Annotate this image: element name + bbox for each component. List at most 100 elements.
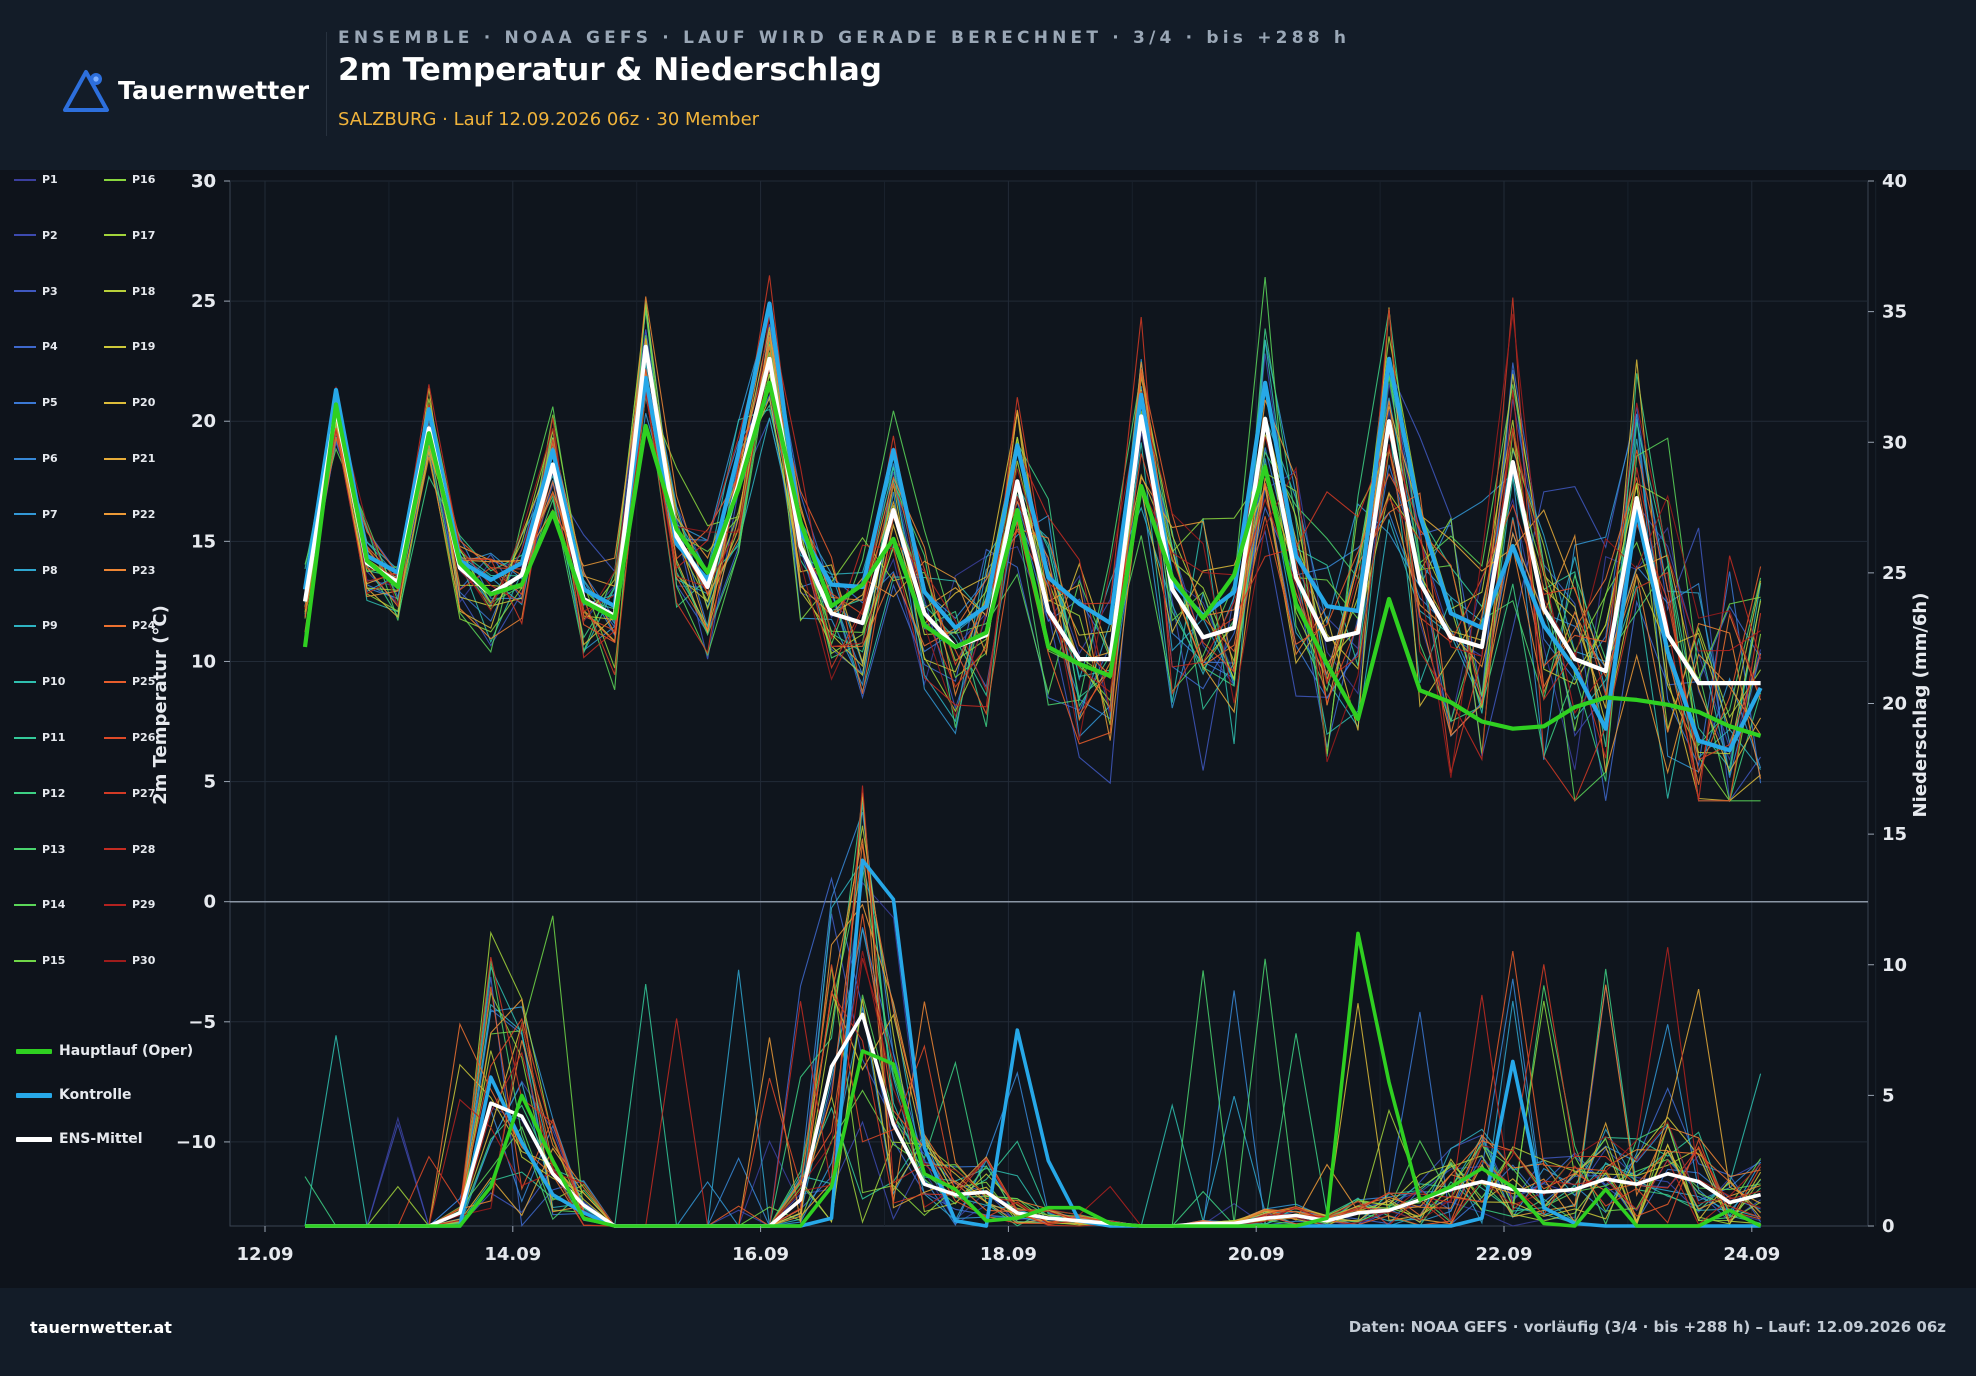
legend-swatch bbox=[14, 569, 36, 572]
y-tick-label: 20 bbox=[191, 411, 216, 432]
header-divider bbox=[326, 32, 327, 136]
legend-item-p19: P19 bbox=[104, 340, 155, 353]
legend-item-p18: P18 bbox=[104, 285, 155, 298]
member-precip-line bbox=[305, 956, 1761, 1227]
legend-swatch bbox=[104, 290, 126, 293]
legend-swatch bbox=[16, 1092, 52, 1098]
legend-label: P30 bbox=[132, 954, 156, 968]
legend-swatch bbox=[14, 736, 36, 739]
legend-item-p23: P23 bbox=[104, 564, 155, 577]
x-tick-label: 20.09 bbox=[1228, 1244, 1285, 1265]
legend-item-p20: P20 bbox=[104, 396, 155, 409]
footer-site[interactable]: tauernwetter.at bbox=[30, 1318, 172, 1337]
member-precip-line bbox=[305, 1006, 1762, 1227]
legend-label: P9 bbox=[42, 619, 58, 633]
legend-item-p17: P17 bbox=[104, 229, 155, 242]
legend-item-p3: P3 bbox=[14, 285, 58, 298]
chart-subtitle: SALZBURG · Lauf 12.09.2026 06z · 30 Memb… bbox=[338, 109, 760, 130]
legend-item-control: Kontrolle bbox=[16, 1087, 132, 1103]
control-precip-line bbox=[305, 858, 1761, 1228]
legend-item-oper: Hauptlauf (Oper) bbox=[16, 1043, 193, 1059]
legend-label: P16 bbox=[132, 173, 156, 186]
member-precip-line bbox=[305, 990, 1762, 1227]
legend-label: P20 bbox=[132, 396, 156, 410]
legend-item-p15: P15 bbox=[14, 954, 65, 967]
mean-temp-line bbox=[302, 344, 1761, 686]
legend-item-p14: P14 bbox=[14, 898, 65, 911]
legend-swatch bbox=[104, 959, 126, 962]
oper-temp-line bbox=[302, 380, 1762, 738]
legend-swatch bbox=[16, 1136, 52, 1142]
legend-item-p13: P13 bbox=[14, 843, 65, 856]
member-temp-line bbox=[304, 346, 1762, 785]
x-tick-label: 16.09 bbox=[732, 1244, 789, 1265]
y2-tick-label: 5 bbox=[1882, 1085, 1895, 1106]
x-tick-label: 24.09 bbox=[1723, 1244, 1780, 1265]
oper-precip-line bbox=[305, 931, 1762, 1228]
legend-label: P17 bbox=[132, 228, 156, 242]
legend-label: P12 bbox=[42, 786, 66, 800]
legend-label: P25 bbox=[132, 675, 156, 689]
legend-swatch bbox=[14, 792, 36, 795]
legend-label: P10 bbox=[42, 675, 66, 689]
legend-label: P22 bbox=[132, 507, 156, 521]
y2-tick-label: 40 bbox=[1882, 171, 1907, 192]
legend-label: P1 bbox=[42, 173, 58, 186]
member-precip-line bbox=[305, 838, 1761, 1227]
legend-item-p24: P24 bbox=[104, 619, 155, 632]
y-tick-label: 15 bbox=[191, 531, 216, 552]
y2-axis-label: Niederschlag (mm/6h) bbox=[1910, 593, 1931, 818]
legend-swatch bbox=[104, 178, 126, 181]
legend-swatch bbox=[104, 848, 126, 851]
legend-swatch bbox=[104, 569, 126, 572]
member-temp-line bbox=[304, 308, 1762, 801]
legend-item-p9: P9 bbox=[14, 619, 58, 632]
legend-item-p28: P28 bbox=[104, 843, 155, 856]
legend-swatch bbox=[104, 680, 126, 683]
y-tick-label: 10 bbox=[191, 651, 216, 672]
legend-item-p10: P10 bbox=[14, 675, 65, 688]
legend-swatch bbox=[14, 513, 36, 516]
legend-label: P11 bbox=[42, 731, 66, 744]
x-tick-label: 12.09 bbox=[237, 1244, 294, 1265]
legend-item-p21: P21 bbox=[104, 452, 155, 465]
member-precip-line bbox=[305, 843, 1761, 1227]
y-tick-label: −10 bbox=[176, 1132, 216, 1153]
legend-label: P7 bbox=[42, 507, 58, 521]
legend-label: P3 bbox=[42, 284, 58, 298]
legend-swatch bbox=[104, 792, 126, 795]
legend-item-p22: P22 bbox=[104, 508, 155, 521]
footer-source: Daten: NOAA GEFS · vorläufig (3/4 · bis … bbox=[1348, 1318, 1946, 1336]
legend-item-p11: P11 bbox=[14, 731, 65, 744]
y-tick-label: 30 bbox=[191, 171, 216, 192]
y2-tick-label: 30 bbox=[1882, 432, 1907, 453]
y-tick-label: 25 bbox=[191, 291, 216, 312]
legend-swatch bbox=[14, 290, 36, 293]
legend-swatch bbox=[104, 736, 126, 739]
legend-swatch bbox=[14, 178, 36, 181]
y2-tick-label: 35 bbox=[1882, 302, 1907, 323]
legend-swatch bbox=[104, 513, 126, 516]
legend-swatch bbox=[104, 234, 126, 237]
legend-label: Hauptlauf (Oper) bbox=[59, 1043, 194, 1059]
member-temp-line bbox=[304, 310, 1762, 747]
legend-label: P2 bbox=[42, 228, 58, 242]
legend-swatch bbox=[104, 345, 126, 348]
legend-swatch bbox=[14, 457, 36, 460]
legend-swatch bbox=[14, 234, 36, 237]
x-tick-label: 22.09 bbox=[1476, 1244, 1533, 1265]
y2-tick-label: 20 bbox=[1882, 694, 1907, 715]
legend-swatch bbox=[14, 401, 36, 404]
legend-swatch bbox=[14, 680, 36, 683]
legend-item-p26: P26 bbox=[104, 731, 155, 744]
legend-label: P6 bbox=[42, 452, 58, 465]
brand-logo[interactable]: Tauernwetter bbox=[60, 66, 309, 114]
legend-label: P5 bbox=[42, 396, 58, 410]
brand-name: Tauernwetter bbox=[118, 75, 310, 105]
y2-tick-label: 15 bbox=[1882, 824, 1907, 845]
header: Tauernwetter ENSEMBLE · NOAA GEFS · LAUF… bbox=[0, 0, 1976, 170]
control-temp-line bbox=[302, 301, 1763, 753]
legend-label: P18 bbox=[132, 284, 156, 298]
legend-swatch bbox=[14, 345, 36, 348]
y2-tick-label: 0 bbox=[1882, 1216, 1895, 1237]
